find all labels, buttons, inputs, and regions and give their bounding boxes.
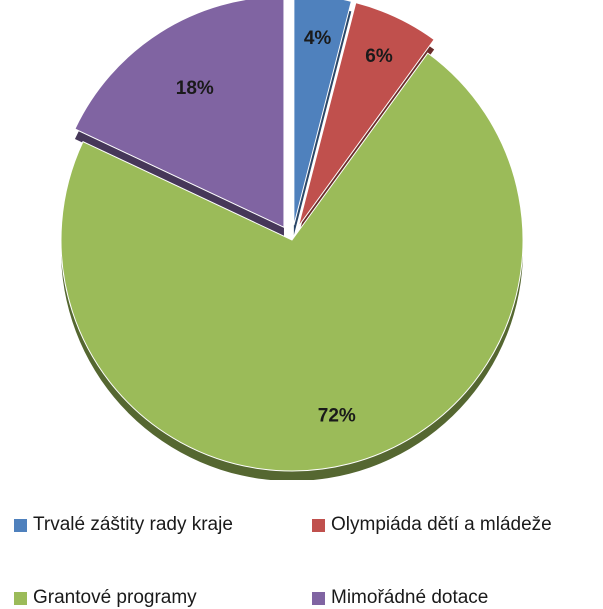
pie-slice: [293, 0, 352, 226]
legend-swatch: [312, 591, 325, 605]
legend-item-olympiada: Olympiáda dětí a mládeže: [312, 514, 552, 536]
pie-slice: [297, 2, 435, 227]
pie-chart: 4% 6% 72% 18%: [60, 0, 524, 480]
legend-item-mimoradne-dotace: Mimořádné dotace: [312, 587, 488, 609]
legend-label: Trvalé záštity rady kraje: [33, 514, 233, 535]
legend-label: Grantové programy: [33, 587, 197, 608]
legend-item-grantove-programy: Grantové programy: [14, 587, 197, 609]
pie-slice: [74, 0, 285, 229]
legend-swatch: [312, 518, 325, 532]
legend-label: Mimořádné dotace: [331, 587, 489, 608]
pie-slice-label: 4%: [304, 28, 332, 49]
pie-slices-layer: [60, 0, 524, 472]
pie-slice-label: 72%: [318, 406, 356, 427]
pie-slice-label: 6%: [365, 46, 393, 67]
legend-swatch: [14, 518, 27, 532]
legend-label: Olympiáda dětí a mládeže: [331, 514, 552, 535]
pie-slice-label: 18%: [176, 78, 214, 99]
legend-item-trvale-zastity: Trvalé záštity rady kraje: [14, 514, 233, 536]
legend-swatch: [14, 591, 27, 605]
pie-slice: [60, 52, 524, 472]
pie-labels-layer: 4% 6% 72% 18%: [176, 28, 393, 426]
